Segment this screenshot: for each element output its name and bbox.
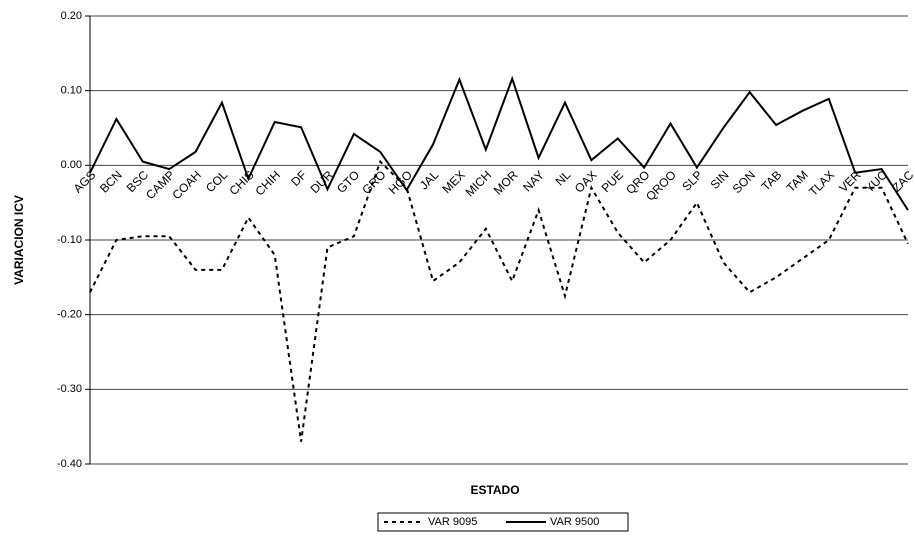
y-tick-label: -0.10 [57,234,82,246]
x-tick-label: AGS [71,168,99,196]
x-tick-label: PUE [599,168,626,195]
y-tick-label: -0.30 [57,383,82,395]
x-tick-label: COL [203,168,231,196]
x-tick-label: GRO [359,168,388,197]
x-tick-label: ZAC [889,168,915,195]
x-tick-label: NL [553,168,574,189]
series-line [89,75,909,211]
legend-label: VAR 9095 [428,516,477,528]
y-tick-label: 0.10 [61,85,82,97]
y-tick-label: -0.40 [57,458,82,470]
x-tick-label: OAX [572,168,600,196]
x-tick-label: QROO [643,168,679,204]
x-tick-label: SLP [679,168,705,194]
x-tick-label: COAH [169,168,203,202]
x-tick-label: GTO [334,168,362,196]
x-tick-label: MICH [463,168,495,200]
x-tick-label: TAB [759,168,785,194]
x-tick-label: CHIH [252,168,283,199]
x-tick-label: DF [288,168,309,189]
y-tick-label: 0.20 [61,10,82,22]
x-tick-label: SON [730,168,758,196]
y-tick-label: -0.20 [57,309,82,321]
x-tick-label: TLAX [806,168,837,199]
x-tick-label: JAL [417,168,442,193]
x-tick-label: BCN [97,168,125,196]
x-tick-label: NAY [520,168,547,195]
y-axis-label: VARIACION ICV [12,195,26,285]
x-tick-label: MEX [439,168,467,196]
legend-label: VAR 9500 [550,516,599,528]
y-tick-label: 0.00 [61,159,82,171]
x-tick-label: MOR [491,168,521,198]
x-tick-label: CAMP [143,168,177,202]
series-line [89,159,909,442]
x-tick-label: SIN [708,168,732,192]
x-axis-label: ESTADO [470,483,519,497]
legend-box [377,512,629,532]
